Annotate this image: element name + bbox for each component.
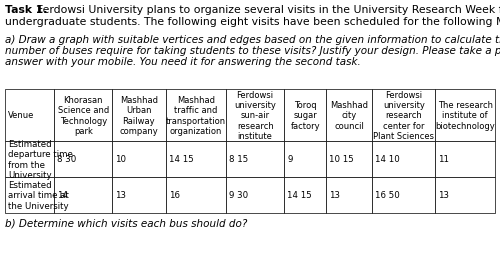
Bar <box>326 141 372 177</box>
Text: 9 30: 9 30 <box>229 191 248 200</box>
Text: 9: 9 <box>287 155 292 164</box>
Bar <box>284 141 326 177</box>
Bar <box>284 90 326 141</box>
Bar <box>54 141 112 177</box>
Bar <box>372 90 436 141</box>
Text: Estimated
arrival time at
the University: Estimated arrival time at the University <box>8 181 69 210</box>
Text: Task 1.: Task 1. <box>5 5 48 15</box>
Bar <box>226 177 284 213</box>
Text: 16 50: 16 50 <box>376 191 400 200</box>
Bar <box>54 90 112 141</box>
Text: 13: 13 <box>115 191 126 200</box>
Bar <box>166 177 226 213</box>
Bar <box>5 141 54 177</box>
Text: 13: 13 <box>329 191 340 200</box>
Text: b) Determine which visits each bus should do?: b) Determine which visits each bus shoul… <box>5 218 248 228</box>
Bar <box>54 177 112 213</box>
Text: Ferdowsi University plans to organize several visits in the University Research : Ferdowsi University plans to organize se… <box>37 5 500 15</box>
Text: Venue: Venue <box>8 111 34 120</box>
Bar <box>372 177 436 213</box>
Bar <box>226 90 284 141</box>
Text: 14 10: 14 10 <box>376 155 400 164</box>
Bar <box>436 90 495 141</box>
Text: a) Draw a graph with suitable vertices and edges based on the given information : a) Draw a graph with suitable vertices a… <box>5 35 500 45</box>
Bar <box>284 177 326 213</box>
Text: 10 15: 10 15 <box>329 155 354 164</box>
Text: Toroq
sugar
factory: Toroq sugar factory <box>290 101 320 130</box>
Text: 11: 11 <box>438 155 450 164</box>
Bar <box>436 141 495 177</box>
Text: Mashhad
traffic and
transportation
organization: Mashhad traffic and transportation organ… <box>166 96 226 135</box>
Text: The research
institute of
biotechnology: The research institute of biotechnology <box>436 101 495 130</box>
Bar <box>372 141 436 177</box>
Bar <box>436 177 495 213</box>
Bar <box>326 90 372 141</box>
Text: 16: 16 <box>168 191 179 200</box>
Bar <box>112 177 166 213</box>
Bar <box>5 90 54 141</box>
Bar <box>112 90 166 141</box>
Text: Ferdowsi
university
research
center for
Plant Sciences: Ferdowsi university research center for … <box>374 91 434 140</box>
Bar <box>112 141 166 177</box>
Text: 14 15: 14 15 <box>287 191 312 200</box>
Bar <box>5 177 54 213</box>
Text: number of buses require for taking students to these visits? Justify your design: number of buses require for taking stude… <box>5 46 500 56</box>
Text: Mashhad
Urban
Railway
company: Mashhad Urban Railway company <box>120 96 158 135</box>
Text: Estimated
departure time
from the
University: Estimated departure time from the Univer… <box>8 140 73 179</box>
Text: Ferdowsi
university
sun-air
research
institute: Ferdowsi university sun-air research ins… <box>234 91 276 140</box>
Text: 14: 14 <box>58 191 68 200</box>
Text: 13: 13 <box>438 191 450 200</box>
Text: Khorasan
Science and
Technology
park: Khorasan Science and Technology park <box>58 96 109 135</box>
Text: Mashhad
city
council: Mashhad city council <box>330 101 368 130</box>
Text: 14 15: 14 15 <box>168 155 194 164</box>
Bar <box>166 90 226 141</box>
Text: answer with your mobile. You need it for answering the second task.: answer with your mobile. You need it for… <box>5 57 361 67</box>
Text: undergraduate students. The following eight visits have been scheduled for the f: undergraduate students. The following ei… <box>5 17 500 27</box>
Text: 8 30: 8 30 <box>58 155 76 164</box>
Bar <box>226 141 284 177</box>
Text: 8 15: 8 15 <box>229 155 248 164</box>
Text: 10: 10 <box>115 155 126 164</box>
Bar <box>326 177 372 213</box>
Bar <box>166 141 226 177</box>
